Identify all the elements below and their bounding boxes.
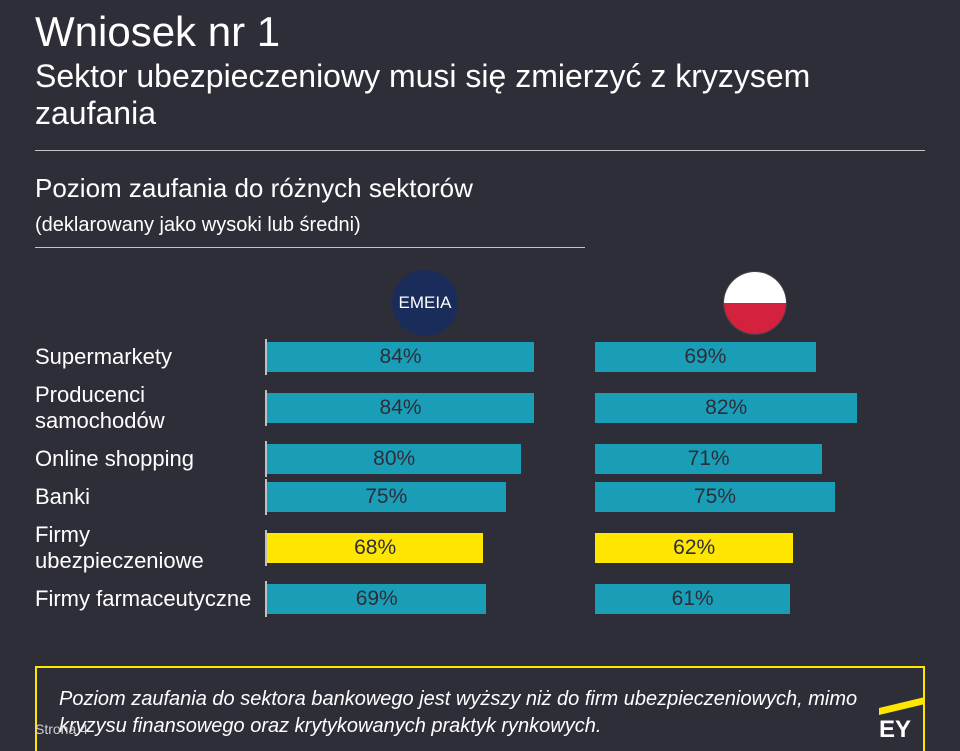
bar-cell: 75% xyxy=(595,479,915,515)
divider-section xyxy=(35,247,585,248)
section-heading: Poziom zaufania do różnych sektorów xyxy=(35,173,925,204)
divider-top xyxy=(35,150,925,151)
bar: 61% xyxy=(595,584,790,614)
row-label: Banki xyxy=(35,478,255,516)
page-number: Strona 4 xyxy=(35,721,88,737)
bar: 80% xyxy=(267,444,521,474)
bar: 71% xyxy=(595,444,822,474)
bar: 69% xyxy=(267,584,486,614)
bar-highlight: 62% xyxy=(595,533,793,563)
bar: 69% xyxy=(595,342,816,372)
row-label: Online shopping xyxy=(35,440,255,478)
bar-cell: 84% xyxy=(265,339,585,375)
subtitle: Sektor ubezpieczeniowy musi się zmierzyć… xyxy=(35,58,925,132)
title: Wniosek nr 1 xyxy=(35,10,925,54)
row-label: Firmy ubezpieczeniowe xyxy=(35,516,255,580)
bar-highlight: 68% xyxy=(267,533,483,563)
bar: 84% xyxy=(267,342,534,372)
bar-cell: 71% xyxy=(595,441,915,477)
emeia-badge: EMEIA xyxy=(392,270,458,336)
ey-logo: EY xyxy=(879,697,925,741)
bar-cell: 69% xyxy=(265,581,585,617)
bar: 84% xyxy=(267,393,534,423)
bar-cell: 82% xyxy=(595,390,915,426)
bar-cell: 84% xyxy=(265,390,585,426)
bar-cell: 80% xyxy=(265,441,585,477)
poland-flag-icon xyxy=(724,272,786,334)
bar: 75% xyxy=(267,482,506,512)
row-label: Supermarkety xyxy=(35,338,255,376)
trust-chart: EMEIA Supermarkety 84% 69% Producenci samoc… xyxy=(35,268,925,618)
bar-cell: 62% xyxy=(595,530,915,566)
bar-cell: 75% xyxy=(265,479,585,515)
bar: 75% xyxy=(595,482,835,512)
bar: 82% xyxy=(595,393,857,423)
bar-cell: 61% xyxy=(595,581,915,617)
note-box: Poziom zaufania do sektora bankowego jes… xyxy=(35,666,925,751)
svg-text:EY: EY xyxy=(879,716,911,741)
row-label: Producenci samochodów xyxy=(35,376,255,440)
section-subheading: (deklarowany jako wysoki lub średni) xyxy=(35,214,925,237)
bar-cell: 69% xyxy=(595,339,915,375)
bar-cell: 68% xyxy=(265,530,585,566)
row-label: Firmy farmaceutyczne xyxy=(35,580,255,618)
